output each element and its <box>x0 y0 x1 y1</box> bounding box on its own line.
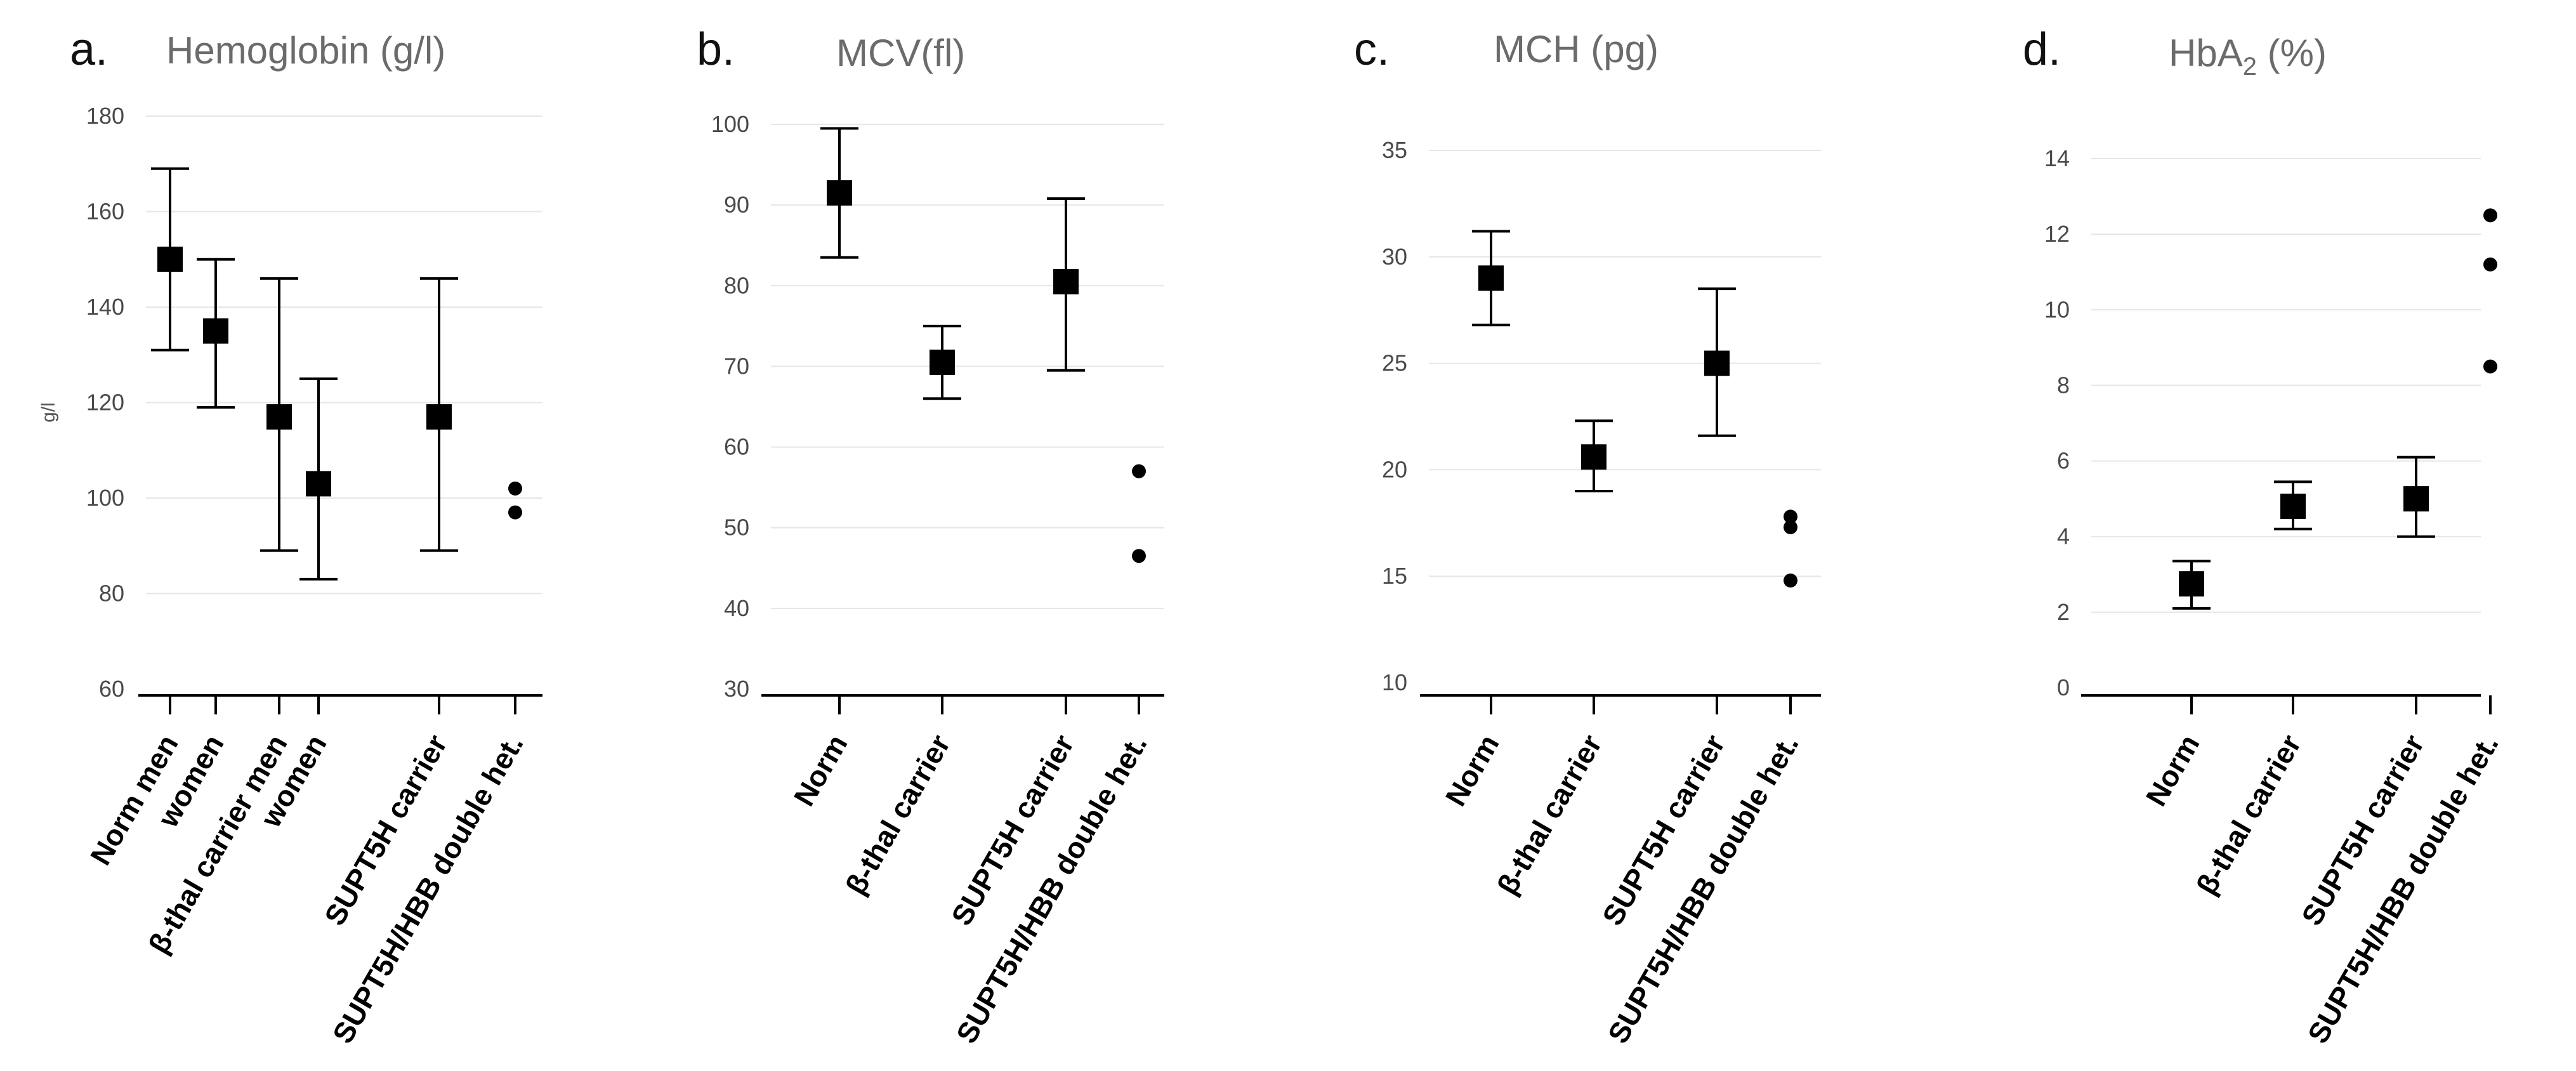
y-tick-label: 12 <box>2044 221 2070 247</box>
y-tick-label: 30 <box>724 676 749 702</box>
y-tick-label: 180 <box>86 103 124 129</box>
data-marks <box>1472 230 1797 588</box>
y-tick-label: 30 <box>1382 244 1407 270</box>
mean-marker <box>1704 350 1730 376</box>
y-tick-label: 40 <box>724 595 749 621</box>
panel-letter: c. <box>1354 24 1390 75</box>
y-tick-label: 4 <box>2057 523 2070 549</box>
y-tick-label: 100 <box>711 111 749 137</box>
panel-letter: a. <box>70 24 108 75</box>
mean-marker <box>827 180 852 206</box>
title-main: HbA <box>2169 32 2243 74</box>
y-tick-label: 15 <box>1382 563 1407 589</box>
y-tick-label: 70 <box>724 353 749 379</box>
gridlines <box>146 115 542 595</box>
y-tick-label: 0 <box>2057 674 2070 700</box>
y-tick-label: 14 <box>2044 145 2070 171</box>
y-tick-label: 20 <box>1382 456 1407 482</box>
mean-marker <box>266 404 292 430</box>
y-tick-label: 10 <box>1382 669 1407 695</box>
data-point <box>508 481 522 496</box>
y-tick-labels: 30 40 50 60 70 80 90 100 <box>711 111 749 702</box>
y-tick-label: 140 <box>86 294 124 320</box>
panel-title: MCH (pg) <box>1494 28 1659 70</box>
gridlines <box>1429 150 1821 577</box>
y-tick-label: 160 <box>86 199 124 225</box>
y-axis-label: g/l <box>38 402 59 423</box>
x-axis <box>2081 694 2492 714</box>
mean-marker <box>2280 494 2306 520</box>
panel-letter: b. <box>697 24 735 75</box>
y-tick-label: 8 <box>2057 372 2070 398</box>
x-axis <box>761 694 1164 714</box>
mean-marker <box>306 471 331 497</box>
y-tick-label: 6 <box>2057 448 2070 474</box>
y-tick-label: 80 <box>724 272 749 298</box>
data-point <box>1132 549 1146 563</box>
data-point <box>1132 464 1146 478</box>
y-tick-labels: 60 80 100 120 140 160 180 <box>86 103 124 702</box>
y-tick-label: 90 <box>724 192 749 218</box>
panel-title: HbA2 (%) <box>2169 32 2327 81</box>
data-marks <box>820 127 1146 563</box>
data-point <box>1784 520 1797 535</box>
data-point <box>1784 573 1797 588</box>
y-tick-label: 10 <box>2044 296 2070 322</box>
data-marks <box>2172 208 2497 610</box>
y-tick-label: 35 <box>1382 137 1407 163</box>
mean-marker <box>1053 268 1079 294</box>
data-point <box>508 505 522 520</box>
y-tick-label: 60 <box>724 434 749 460</box>
x-axis <box>1420 694 1821 714</box>
y-tick-label: 50 <box>724 515 749 541</box>
mean-marker <box>2179 571 2204 597</box>
mean-marker <box>203 318 228 344</box>
title-subscript: 2 <box>2243 53 2257 81</box>
y-tick-labels: 10 15 20 25 30 35 <box>1382 137 1407 695</box>
panel-title: MCV(fl) <box>836 32 965 74</box>
mean-marker <box>426 404 452 430</box>
panel-title: Hemoglobin (g/l) <box>166 29 445 72</box>
y-tick-label: 80 <box>99 581 124 607</box>
y-tick-label: 25 <box>1382 350 1407 376</box>
data-point <box>2483 257 2497 272</box>
y-tick-label: 2 <box>2057 599 2070 625</box>
y-tick-label: 120 <box>86 390 124 416</box>
data-point <box>2483 359 2497 374</box>
data-marks <box>151 167 522 581</box>
mean-marker <box>1478 265 1504 291</box>
mean-marker <box>157 246 183 272</box>
x-axis <box>138 694 542 714</box>
y-tick-labels: 0 2 4 6 8 10 12 14 <box>2044 145 2070 700</box>
mean-marker <box>2403 486 2429 512</box>
gridlines <box>771 124 1164 609</box>
data-point <box>1784 509 1797 524</box>
title-suffix: (%) <box>2257 32 2327 74</box>
y-tick-label: 60 <box>99 676 124 702</box>
y-tick-label: 100 <box>86 485 124 511</box>
panel-letter: d. <box>2023 24 2061 75</box>
mean-marker <box>1581 444 1607 470</box>
data-point <box>2483 208 2497 223</box>
mean-marker <box>930 350 955 376</box>
